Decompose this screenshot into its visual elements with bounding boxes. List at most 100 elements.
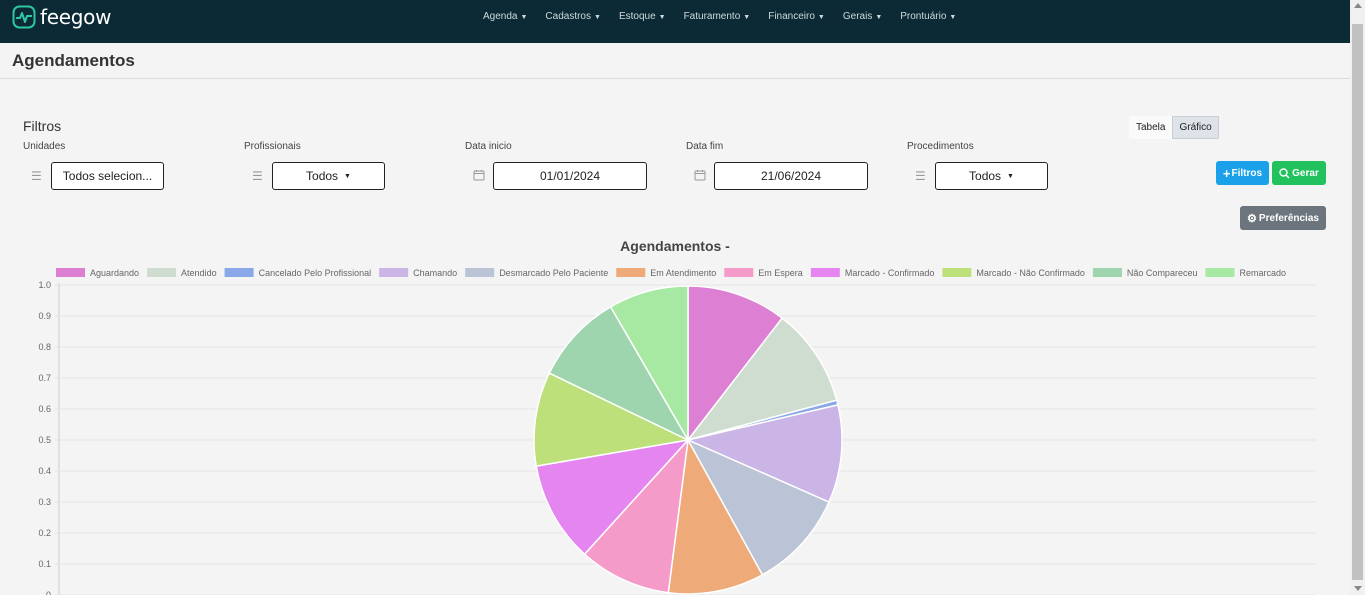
search-icon: [1279, 167, 1290, 178]
nav-agenda[interactable]: Agenda ▼: [483, 11, 527, 22]
caret-down-icon: ▼: [1007, 172, 1014, 180]
pie-slice: [535, 438, 691, 556]
nav-financeiro[interactable]: Financeiro ▼: [768, 11, 825, 22]
generate-button[interactable]: Gerar: [1272, 161, 1326, 185]
feegow-logo[interactable]: feegow: [12, 5, 111, 29]
caret-down-icon: ▼: [817, 14, 825, 21]
y-tick-label: 0.6: [38, 404, 51, 414]
y-tick-label: 0: [46, 590, 51, 595]
nav-label: Agenda: [483, 11, 518, 22]
legend-label: Em Atendimento: [650, 268, 716, 278]
legend-swatch: [224, 268, 254, 277]
pie-slice: [685, 403, 843, 504]
vertical-scrollbar[interactable]: [1350, 0, 1365, 595]
scroll-up-arrow-icon[interactable]: [1354, 3, 1362, 8]
legend-swatch: [147, 268, 177, 277]
procedimentos-select[interactable]: Todos ▼: [935, 162, 1048, 190]
heartbeat-icon: [12, 5, 36, 29]
legend-label: Remarcado: [1239, 268, 1286, 278]
tab-tabela[interactable]: Tabela: [1129, 116, 1173, 139]
caret-down-icon: ▼: [344, 172, 351, 180]
pie-slice: [667, 437, 764, 595]
legend-swatch: [810, 268, 840, 277]
preferences-button-label: Preferências: [1258, 212, 1319, 224]
data-inicio-input[interactable]: 01/01/2024: [493, 162, 647, 190]
pie-slice: [583, 437, 690, 594]
list-icon: ☰: [31, 169, 42, 183]
nav-gerais[interactable]: Gerais ▼: [843, 11, 882, 22]
plus-icon: +: [1222, 165, 1231, 181]
legend-swatch: [1205, 268, 1235, 277]
list-icon: ☰: [915, 169, 926, 183]
legend-label: Atendido: [181, 268, 217, 278]
generate-button-label: Gerar: [1292, 167, 1319, 179]
legend-swatch: [616, 268, 646, 277]
legend-label: Chamando: [413, 268, 457, 278]
data-fim-label: Data fim: [686, 141, 724, 152]
legend-swatch: [379, 268, 409, 277]
legend-label: Aguardando: [90, 268, 139, 278]
nav-label: Financeiro: [768, 11, 815, 22]
legend-label: Marcado - Não Confirmado: [976, 268, 1085, 278]
unidades-label: Unidades: [23, 141, 66, 152]
gear-icon: ⚙: [1247, 212, 1257, 225]
nav-faturamento[interactable]: Faturamento ▼: [684, 11, 751, 22]
nav-estoque[interactable]: Estoque ▼: [619, 11, 666, 22]
y-tick-label: 0.3: [38, 497, 51, 507]
top-navbar: feegow Agenda ▼ Cadastros ▼ Estoque ▼ Fatur…: [0, 0, 1350, 43]
data-inicio-label: Data inicio: [465, 141, 512, 152]
legend-swatch: [56, 268, 85, 277]
filters-button-label: Filtros: [1231, 167, 1263, 179]
nav-label: Faturamento: [683, 11, 741, 22]
pie-slice: [548, 305, 690, 442]
legend-label: Em Espera: [758, 268, 803, 278]
add-filters-button[interactable]: + Filtros: [1216, 161, 1269, 185]
page-title: Agendamentos: [12, 51, 135, 70]
calendar-icon: [473, 169, 485, 184]
caret-down-icon: ▼: [875, 14, 883, 21]
preferences-button[interactable]: ⚙ Preferências: [1240, 206, 1326, 230]
y-tick-label: 0.4: [38, 466, 51, 476]
nav-prontuario[interactable]: Prontuário ▼: [900, 11, 956, 22]
y-tick-label: 0.7: [38, 373, 51, 383]
caret-down-icon: ▼: [658, 14, 666, 21]
filters-heading: Filtros: [23, 118, 62, 134]
legend-label: Não Compareceu: [1127, 268, 1198, 278]
tab-grafico[interactable]: Gráfico: [1172, 116, 1219, 139]
y-tick-label: 0.1: [38, 559, 51, 569]
legend-label: Marcado - Confirmado: [845, 268, 935, 278]
calendar-icon: [694, 169, 706, 184]
unidades-select[interactable]: Todos selecion...: [51, 162, 164, 190]
nav-label: Prontuário: [900, 11, 947, 22]
profissionais-select[interactable]: Todos ▼: [272, 162, 385, 190]
title-divider: [0, 78, 1350, 79]
nav-cadastros[interactable]: Cadastros ▼: [545, 11, 601, 22]
nav-label: Estoque: [618, 11, 656, 22]
scroll-down-arrow-icon[interactable]: [1354, 586, 1362, 591]
brand-name: feegow: [40, 5, 112, 29]
profissionais-value: Todos: [306, 169, 339, 183]
legend-swatch: [1092, 268, 1122, 277]
unidades-value: Todos selecion...: [62, 169, 153, 183]
pie-slice: [533, 372, 691, 468]
procedimentos-label: Procedimentos: [907, 141, 974, 152]
legend-swatch: [724, 268, 754, 277]
nav-label: Gerais: [842, 11, 873, 22]
legend-swatch: [465, 268, 495, 277]
data-fim-input[interactable]: 21/06/2024: [714, 162, 868, 190]
caret-down-icon: ▼: [594, 14, 601, 21]
data-inicio-value: 01/01/2024: [539, 169, 601, 183]
y-tick-label: 0.2: [38, 528, 51, 538]
pie-slice: [686, 438, 830, 576]
legend-label: Desmarcado Pelo Paciente: [499, 268, 608, 278]
y-tick-label: 1.0: [38, 280, 51, 290]
y-tick-label: 0.8: [38, 342, 51, 352]
caret-down-icon: ▼: [949, 14, 957, 21]
pie-slice: [687, 285, 784, 443]
y-tick-label: 0.5: [38, 435, 51, 445]
list-icon: ☰: [252, 169, 263, 183]
legend-swatch: [942, 268, 972, 277]
main-nav: Agenda ▼ Cadastros ▼ Estoque ▼ Faturamento ▼…: [483, 11, 974, 22]
scrollbar-thumb[interactable]: [1352, 24, 1363, 580]
